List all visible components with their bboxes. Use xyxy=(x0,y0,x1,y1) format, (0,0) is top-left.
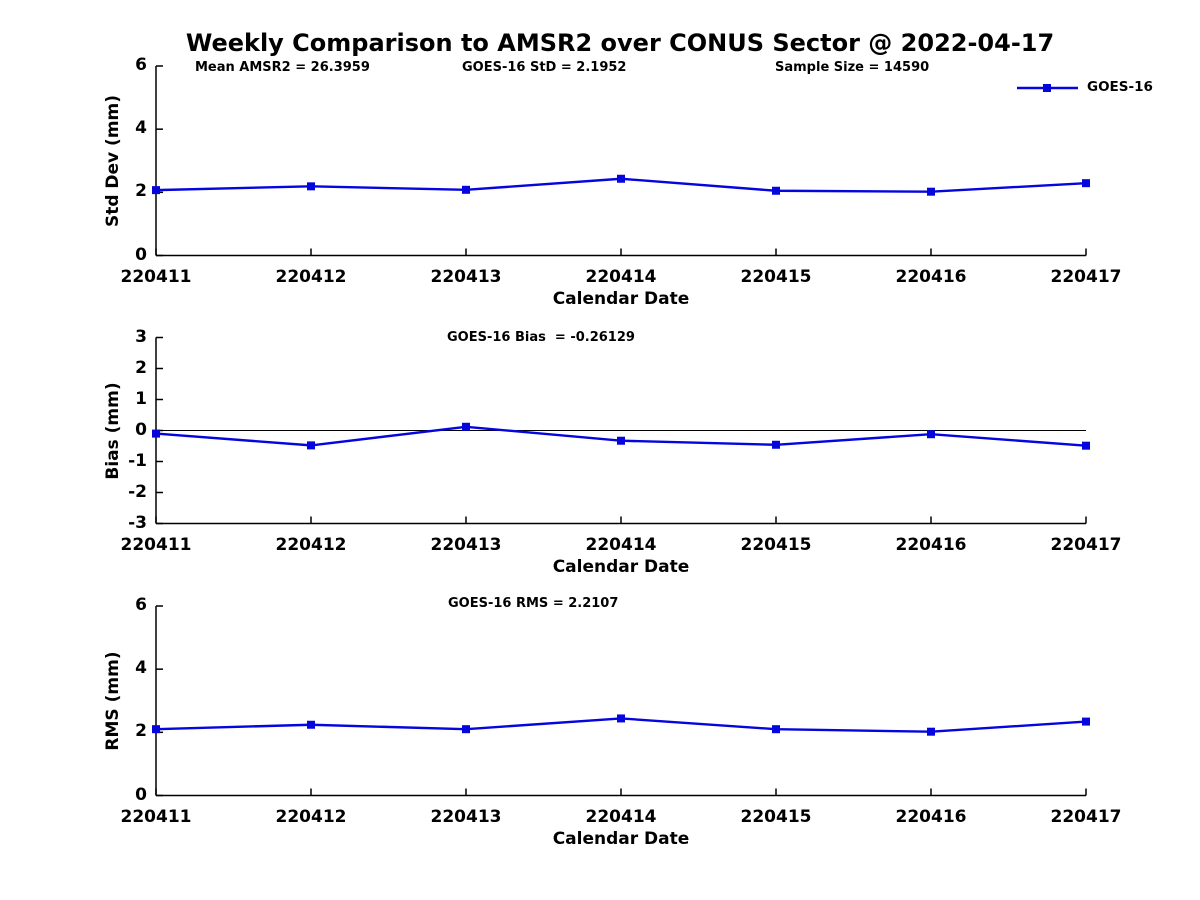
y-axis-label: Std Dev (mm) xyxy=(103,94,124,227)
data-point-marker xyxy=(307,441,315,450)
y-tick-label: 0 xyxy=(135,419,147,440)
y-tick-label: 0 xyxy=(135,244,147,265)
x-tick-label: 220415 xyxy=(740,806,812,827)
data-point-marker xyxy=(772,186,780,195)
annotation: GOES-16 RMS = 2.2107 xyxy=(448,596,619,611)
x-tick-label: 220415 xyxy=(740,534,812,555)
data-point-marker xyxy=(927,430,935,439)
x-axis-label: Calendar Date xyxy=(552,288,690,309)
x-tick-label: 220411 xyxy=(120,534,192,555)
data-point-marker xyxy=(617,436,625,445)
x-tick-label: 220415 xyxy=(740,266,812,287)
x-tick-label: 220417 xyxy=(1050,806,1122,827)
annotation: Mean AMSR2 = 26.3959 xyxy=(195,60,370,75)
x-tick-label: 220416 xyxy=(895,266,967,287)
x-tick-label: 220417 xyxy=(1050,266,1122,287)
y-tick-label: -1 xyxy=(128,450,147,471)
y-tick-label: 4 xyxy=(135,118,147,139)
y-tick-label: -3 xyxy=(128,512,147,533)
x-tick-label: 220414 xyxy=(585,534,657,555)
y-tick-label: 1 xyxy=(135,388,147,409)
data-point-marker xyxy=(307,720,315,729)
figure-title: Weekly Comparison to AMSR2 over CONUS Se… xyxy=(185,29,1055,57)
x-axis-label: Calendar Date xyxy=(552,556,690,577)
y-tick-label: 0 xyxy=(135,784,147,805)
x-tick-label: 220413 xyxy=(430,806,502,827)
y-tick-label: 2 xyxy=(135,357,147,378)
data-point-marker xyxy=(1082,441,1090,450)
data-point-marker xyxy=(927,727,935,736)
data-point-marker xyxy=(307,182,315,191)
annotation: GOES-16 Bias = -0.26129 xyxy=(447,330,635,345)
x-tick-label: 220412 xyxy=(275,806,347,827)
data-point-marker xyxy=(152,725,160,734)
annotation: Sample Size = 14590 xyxy=(775,60,930,75)
x-tick-label: 220416 xyxy=(895,806,967,827)
x-tick-label: 220414 xyxy=(585,266,657,287)
y-axis-label: Bias (mm) xyxy=(103,381,124,480)
x-axis-label: Calendar Date xyxy=(552,828,690,849)
y-tick-label: 6 xyxy=(135,595,147,616)
data-point-marker xyxy=(462,725,470,734)
data-point-marker xyxy=(617,714,625,723)
data-point-marker xyxy=(772,440,780,449)
annotation: GOES-16 StD = 2.1952 xyxy=(462,60,627,75)
x-tick-label: 220411 xyxy=(120,806,192,827)
x-tick-label: 220416 xyxy=(895,534,967,555)
data-point-marker xyxy=(1082,717,1090,726)
y-tick-label: 2 xyxy=(135,181,147,202)
x-tick-label: 220417 xyxy=(1050,534,1122,555)
x-tick-label: 220412 xyxy=(275,534,347,555)
data-point-marker xyxy=(617,174,625,183)
data-point-marker xyxy=(152,186,160,195)
legend-marker xyxy=(1043,84,1051,92)
y-axis-label: RMS (mm) xyxy=(103,651,124,751)
legend-label: GOES-16 xyxy=(1087,79,1153,96)
y-tick-label: 2 xyxy=(135,721,147,742)
data-point-marker xyxy=(462,185,470,194)
data-point-marker xyxy=(927,187,935,196)
y-tick-label: 6 xyxy=(135,55,147,76)
x-tick-label: 220413 xyxy=(430,266,502,287)
y-tick-label: 4 xyxy=(135,658,147,679)
y-tick-label: 3 xyxy=(135,326,147,347)
data-point-marker xyxy=(462,422,470,431)
data-point-marker xyxy=(772,725,780,734)
x-tick-label: 220412 xyxy=(275,266,347,287)
x-tick-label: 220411 xyxy=(120,266,192,287)
data-point-marker xyxy=(1082,179,1090,188)
x-tick-label: 220414 xyxy=(585,806,657,827)
y-tick-label: -2 xyxy=(128,481,147,502)
data-point-marker xyxy=(152,429,160,438)
x-tick-label: 220413 xyxy=(430,534,502,555)
